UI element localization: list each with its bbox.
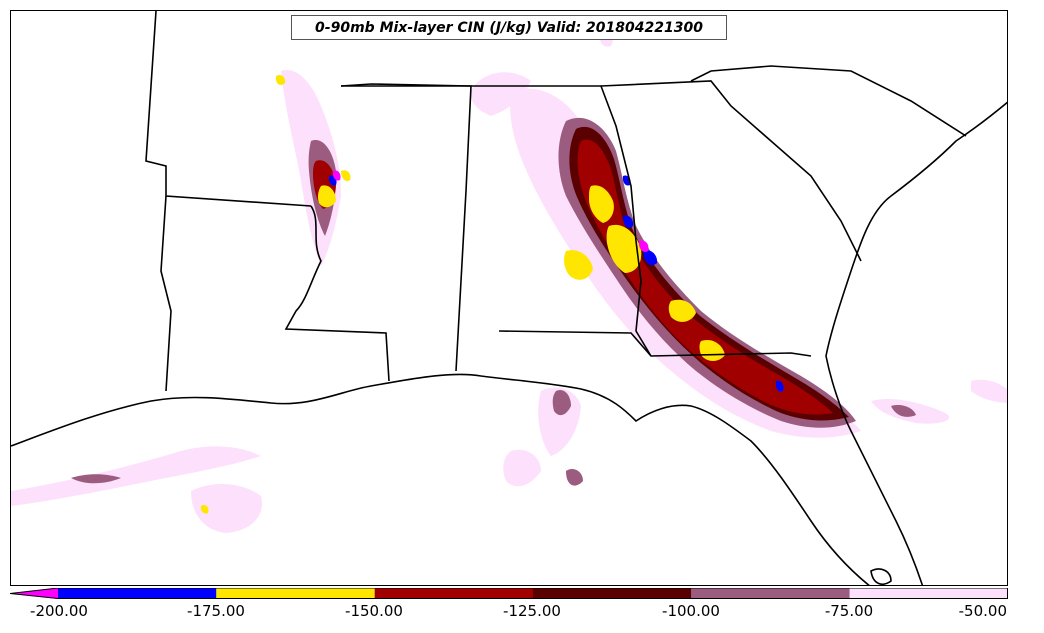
colorbar-tick-label: -175.00 bbox=[187, 602, 245, 620]
colorbar-segment bbox=[691, 588, 850, 599]
cin-field-magenta bbox=[332, 170, 649, 252]
colorbar-segment bbox=[216, 588, 375, 599]
colorbar-segment bbox=[10, 588, 58, 599]
colorbar bbox=[10, 588, 1008, 599]
map-panel bbox=[10, 10, 1008, 586]
colorbar-segment bbox=[533, 588, 692, 599]
colorbar-tick-label: -50.00 bbox=[958, 602, 1007, 620]
colorbar-segment bbox=[374, 588, 533, 599]
colorbar-outline bbox=[10, 588, 1008, 599]
colorbar-tick-label: -150.00 bbox=[345, 602, 403, 620]
cin-field-light bbox=[11, 29, 1007, 533]
state-boundaries bbox=[11, 11, 1007, 585]
colorbar-tick-label: -100.00 bbox=[662, 602, 720, 620]
colorbar-tick-label: -125.00 bbox=[503, 602, 561, 620]
cin-field-yellow bbox=[200, 74, 725, 514]
colorbar-segment bbox=[58, 588, 217, 599]
colorbar-tick-label: -75.00 bbox=[824, 602, 874, 620]
colorbar-segment bbox=[849, 588, 1008, 599]
cin-field-blue bbox=[328, 175, 784, 392]
colorbar-tick-label: -200.00 bbox=[30, 602, 88, 620]
map-title: 0-90mb Mix-layer CIN (J/kg) Valid: 20180… bbox=[291, 15, 727, 40]
cin-map bbox=[11, 11, 1007, 585]
